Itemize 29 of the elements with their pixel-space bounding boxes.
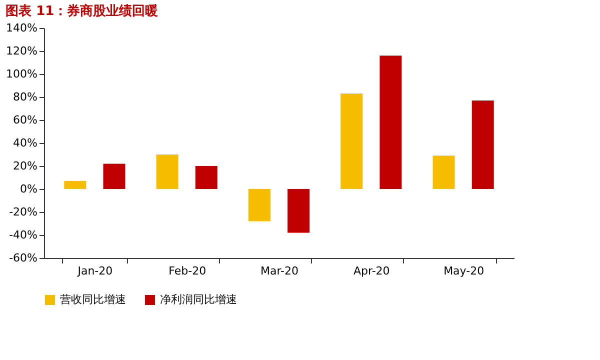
bar bbox=[380, 56, 402, 189]
y-tick-label: 0% bbox=[20, 182, 38, 196]
y-tick-label: 40% bbox=[13, 136, 38, 150]
x-tick-label: Apr-20 bbox=[354, 264, 390, 278]
legend-label: 净利润同比增速 bbox=[160, 293, 237, 306]
y-tick-label: 120% bbox=[6, 44, 38, 58]
bar bbox=[432, 156, 455, 189]
bar bbox=[103, 164, 126, 189]
x-tick-label: Feb-20 bbox=[168, 264, 206, 278]
x-tick-label: Jan-20 bbox=[76, 264, 113, 278]
bar bbox=[64, 180, 86, 189]
y-tick-label: 80% bbox=[13, 90, 38, 104]
y-tick-label: -20% bbox=[9, 206, 38, 218]
bar bbox=[156, 154, 178, 189]
bar bbox=[472, 100, 494, 189]
chart-title: 图表 11：券商股业绩回暖 bbox=[6, 3, 158, 19]
legend-label: 营收同比增速 bbox=[60, 293, 126, 306]
bar bbox=[288, 189, 310, 233]
y-tick-label: -60% bbox=[9, 252, 38, 264]
x-tick-label: Mar-20 bbox=[260, 264, 299, 278]
x-tick-label: May-20 bbox=[444, 264, 484, 278]
y-tick-label: 60% bbox=[13, 114, 38, 126]
bar bbox=[195, 166, 218, 189]
y-tick-label: -40% bbox=[9, 228, 38, 242]
y-tick-label: 100% bbox=[6, 68, 38, 80]
bar bbox=[248, 189, 270, 222]
y-tick-label: 20% bbox=[13, 160, 38, 172]
y-tick-label: 140% bbox=[6, 22, 38, 34]
bar bbox=[340, 94, 363, 189]
